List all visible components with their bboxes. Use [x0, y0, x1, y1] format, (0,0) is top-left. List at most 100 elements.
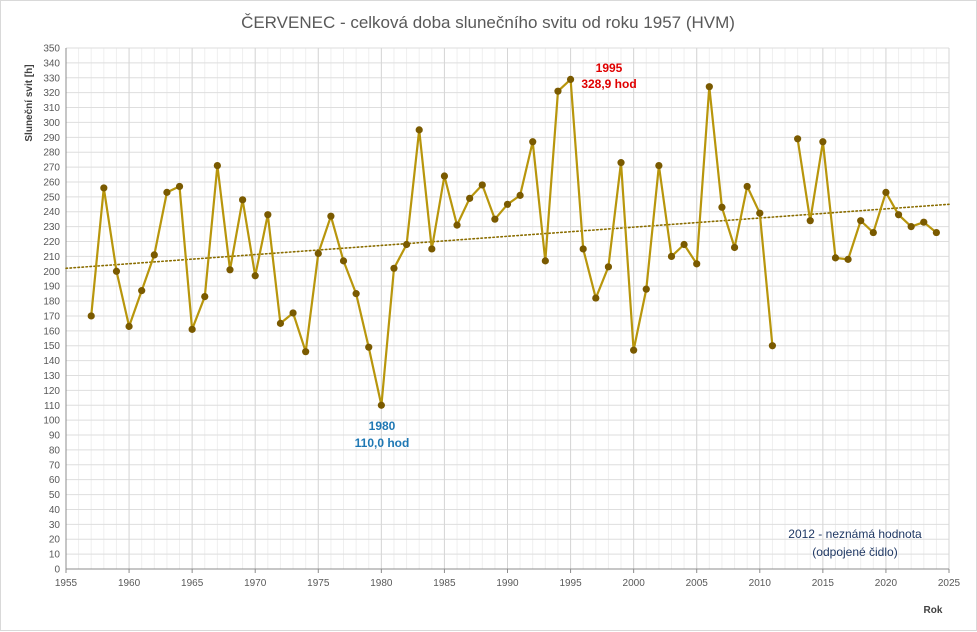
- data-point: [831, 254, 840, 262]
- data-point: [819, 138, 827, 146]
- data-point: [718, 203, 726, 211]
- y-tick-label: 120: [43, 386, 60, 397]
- y-tick-label: 50: [49, 490, 61, 501]
- y-tick-label: 220: [43, 237, 60, 248]
- y-tick-labels: 0 10 20 30 40 50 60 70 80 90 100 110 120 130 140 150 160…: [43, 44, 60, 576]
- y-tick-label: 170: [43, 311, 60, 322]
- data-point: [920, 218, 928, 226]
- x-axis-title: Rok: [924, 605, 943, 616]
- x-tick-label: 1985: [433, 578, 456, 589]
- data-point: [251, 272, 259, 280]
- y-tick-label: 230: [43, 222, 60, 233]
- data-point: [604, 263, 613, 271]
- note-line-2: (odpojené čidlo): [812, 545, 897, 559]
- x-tick-label: 1955: [55, 578, 78, 589]
- data-point: [693, 260, 701, 268]
- data-point: [503, 200, 512, 208]
- data-point: [87, 312, 95, 320]
- x-tick-label: 1965: [181, 578, 204, 589]
- data-point: [554, 87, 562, 95]
- data-point: [226, 266, 234, 274]
- data-point: [844, 255, 852, 263]
- x-tick-label: 2005: [686, 578, 709, 589]
- data-point: [932, 228, 940, 237]
- data-point: [806, 217, 814, 225]
- data-point: [239, 196, 247, 204]
- min-annotation-value: 110,0 hod: [355, 436, 410, 450]
- data-point: [175, 182, 184, 191]
- x-tick-label: 1960: [118, 578, 141, 589]
- y-tick-label: 140: [43, 356, 60, 367]
- y-tick-label: 70: [49, 460, 61, 471]
- x-tick-label: 2015: [812, 578, 835, 589]
- data-point: [289, 309, 297, 317]
- data-point: [402, 240, 411, 249]
- y-axis-title: Sluneční svit [h]: [24, 64, 35, 141]
- data-point: [466, 194, 474, 202]
- data-point: [453, 221, 461, 229]
- series-line: [90, 78, 938, 407]
- x-tick-label: 1980: [370, 578, 393, 589]
- data-point: [491, 215, 499, 223]
- y-tick-label: 260: [43, 177, 60, 188]
- x-tick-label: 1975: [307, 578, 330, 589]
- axes: [65, 48, 950, 573]
- data-point: [201, 292, 209, 301]
- data-point: [529, 138, 537, 146]
- data-point: [302, 348, 310, 356]
- y-tick-label: 190: [43, 282, 60, 293]
- data-point: [150, 251, 158, 259]
- data-point: [100, 184, 108, 192]
- note-line-1: 2012 - neznámá hodnota: [788, 527, 922, 541]
- y-tick-label: 100: [43, 416, 60, 427]
- data-point: [264, 211, 272, 219]
- data-point: [566, 75, 575, 84]
- x-tick-label: 2010: [749, 578, 772, 589]
- x-tick-label: 1995: [559, 578, 582, 589]
- y-tick-label: 310: [43, 103, 60, 114]
- y-tick-label: 350: [43, 44, 60, 55]
- data-point: [352, 290, 360, 298]
- x-tick-label: 2025: [938, 578, 961, 589]
- data-point: [667, 252, 676, 260]
- data-point: [478, 181, 486, 189]
- y-tick-label: 10: [49, 550, 61, 561]
- y-tick-label: 60: [49, 475, 61, 486]
- max-annotation-value: 328,9 hod: [581, 77, 636, 91]
- data-point: [390, 264, 398, 272]
- y-tick-label: 20: [49, 535, 61, 546]
- y-tick-label: 150: [43, 341, 60, 352]
- y-tick-label: 280: [43, 148, 60, 159]
- data-point: [314, 249, 322, 258]
- data-point: [415, 126, 423, 134]
- y-tick-label: 270: [43, 163, 60, 174]
- x-tick-label: 2020: [875, 578, 898, 589]
- data-point: [882, 188, 890, 196]
- data-point: [869, 228, 877, 237]
- x-tick-labels: 1955 1960 1965 1970 1975 1980 1985 1990 1995 2000…: [55, 578, 961, 589]
- y-tick-label: 130: [43, 371, 60, 382]
- x-tick-label: 2000: [623, 578, 646, 589]
- x-tick-label: 1970: [244, 578, 267, 589]
- y-tick-label: 30: [49, 520, 61, 531]
- y-tick-label: 40: [49, 505, 61, 516]
- data-point: [188, 325, 196, 333]
- y-tick-label: 300: [43, 118, 60, 129]
- data-point: [327, 212, 335, 220]
- data-point: [112, 267, 121, 275]
- data-point: [743, 182, 751, 191]
- data-point: [756, 209, 764, 217]
- data-point: [907, 223, 915, 231]
- data-point: [579, 245, 587, 253]
- data-point: [705, 83, 713, 91]
- data-point: [630, 346, 638, 354]
- data-point: [592, 294, 600, 302]
- data-point: [138, 287, 146, 295]
- max-annotation-year: 1995: [596, 61, 623, 75]
- data-point: [680, 240, 688, 249]
- x-tick-label: 1990: [496, 578, 519, 589]
- y-tick-label: 90: [49, 431, 61, 442]
- data-point: [440, 172, 449, 180]
